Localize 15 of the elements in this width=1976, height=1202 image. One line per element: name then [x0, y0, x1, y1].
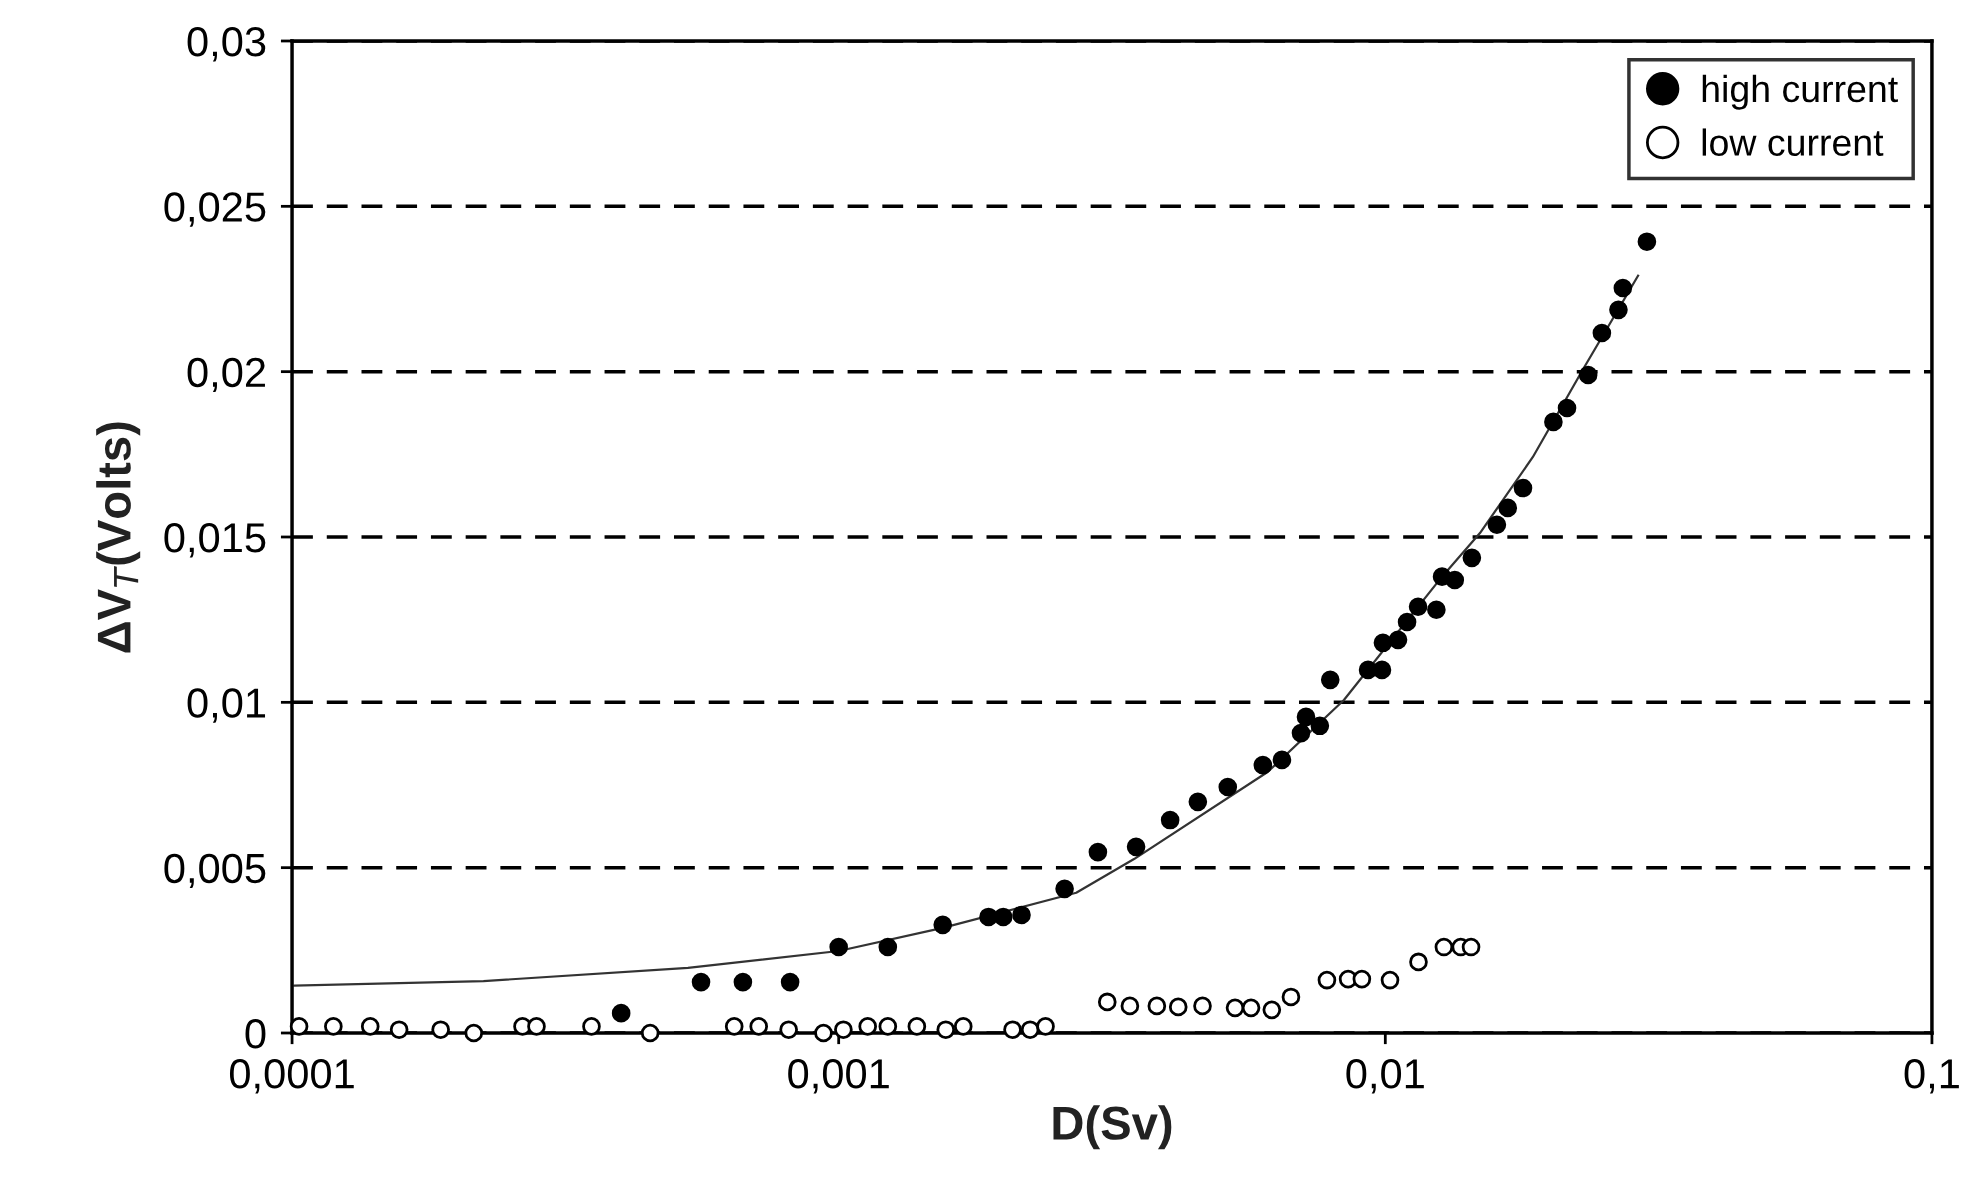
x-tick-label: 0,1 — [1904, 1059, 1959, 1094]
y-tick-label: 0,025 — [164, 192, 266, 227]
x-tick-label: 0,001 — [788, 1059, 889, 1094]
y-tick-label: 0,01 — [187, 688, 266, 723]
y-tick-label: 0,02 — [187, 357, 265, 393]
x-axis-title: D(Sv) — [1053, 1105, 1172, 1150]
y-axis-title: ΔV$_{T}$(Volts) — [96, 422, 141, 653]
y-tick-label: 0,005 — [164, 853, 266, 889]
y-tick-label: 0 — [245, 1019, 266, 1049]
x-tick-label: 0,01 — [1346, 1059, 1424, 1094]
y-tick-label: 0,03 — [187, 26, 266, 62]
legend-label: low current — [1702, 128, 1884, 156]
x-tick-label: 0,0001 — [229, 1059, 354, 1094]
y-tick-label: 0,015 — [164, 523, 266, 558]
legend-label: high current — [1702, 74, 1898, 110]
